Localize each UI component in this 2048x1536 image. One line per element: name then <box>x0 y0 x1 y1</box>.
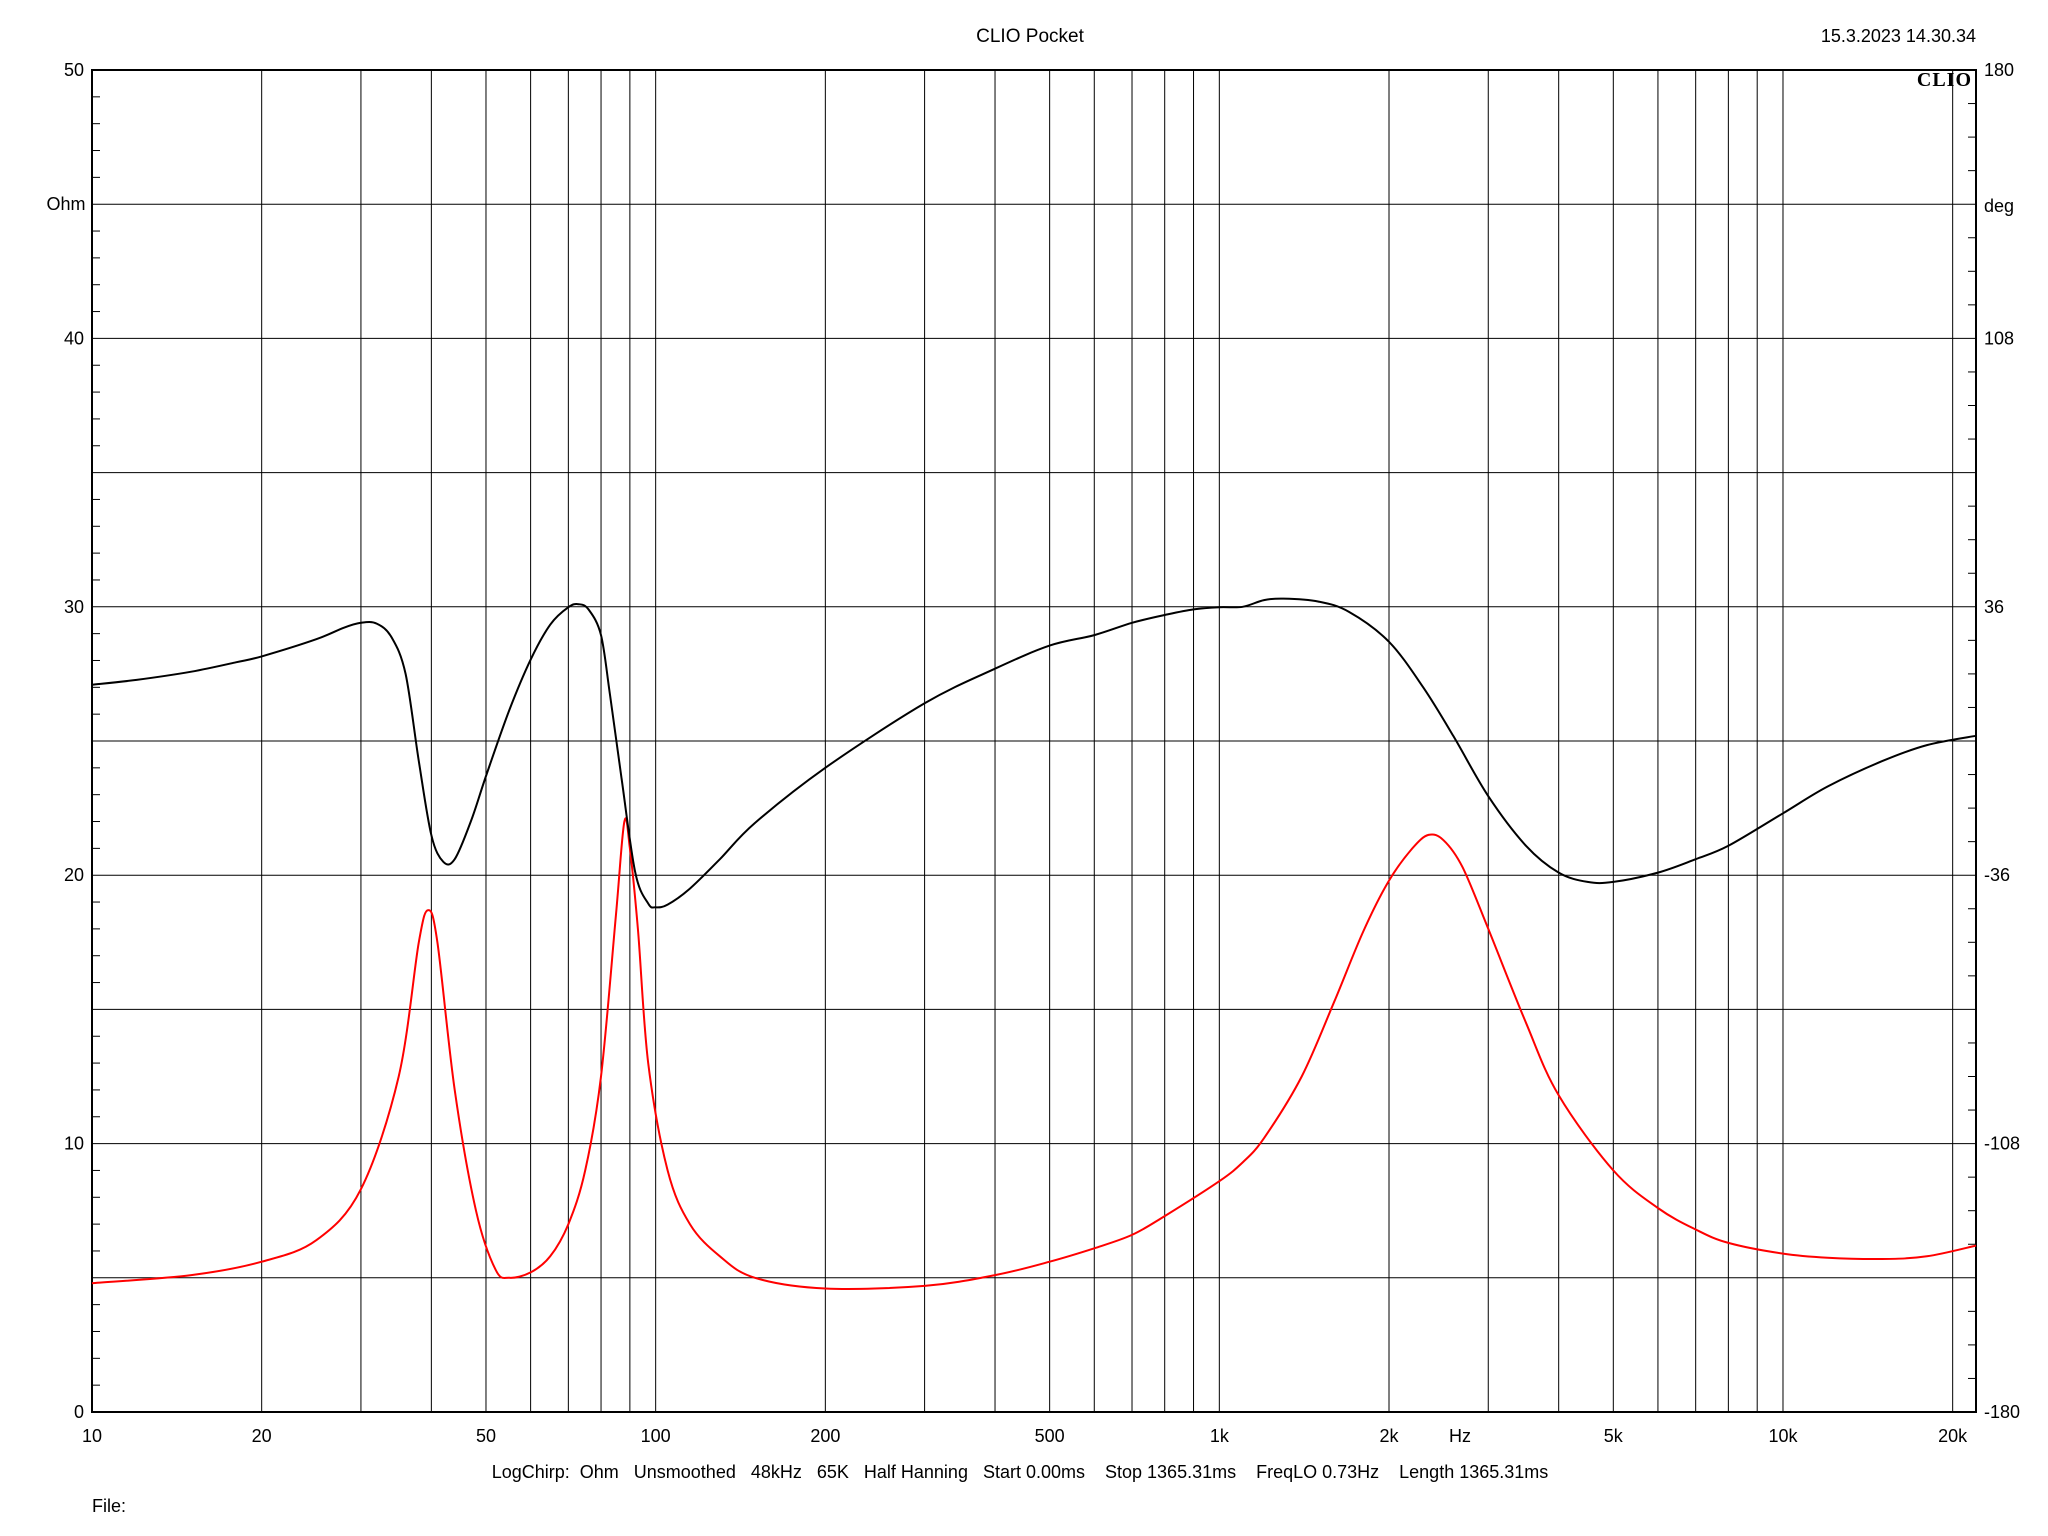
right-y-tick-labels: -180 -108 -36 36 108 180 <box>1984 60 2020 1422</box>
x-tick-label: 5k <box>1604 1426 1624 1446</box>
clio-logo: CLIO <box>1917 69 1972 91</box>
measurement-settings: LogChirp: Ohm Unsmoothed 48kHz 65K Half … <box>492 1462 1549 1482</box>
right-y-tick-label: -180 <box>1984 1402 2020 1422</box>
timestamp: 15.3.2023 14.30.34 <box>1821 26 1976 46</box>
left-y-tick-label: 0 <box>74 1402 84 1422</box>
x-tick-label: 20 <box>252 1426 272 1446</box>
chart-title: CLIO Pocket <box>976 26 1084 47</box>
x-tick-label: 10k <box>1768 1426 1798 1446</box>
right-y-tick-label: 180 <box>1984 60 2014 80</box>
x-tick-label: 50 <box>476 1426 496 1446</box>
right-y-tick-label: -108 <box>1984 1134 2020 1154</box>
left-y-tick-labels: 0 10 20 30 40 50 <box>64 60 84 1422</box>
right-y-axis-unit: deg <box>1984 196 2014 216</box>
left-y-tick-label: 30 <box>64 597 84 617</box>
x-tick-label: 1k <box>1210 1426 1230 1446</box>
impedance-curve <box>91 817 1977 1290</box>
right-y-tick-label: 36 <box>1984 597 2004 617</box>
left-y-tick-label: 20 <box>64 865 84 885</box>
phase-curve <box>91 597 1977 909</box>
x-axis-unit: Hz <box>1449 1426 1471 1446</box>
x-tick-label: 10 <box>82 1426 102 1446</box>
left-y-tick-label: 50 <box>64 60 84 80</box>
left-y-axis-unit: Ohm <box>46 194 85 214</box>
right-y-tick-label: -36 <box>1984 865 2010 885</box>
x-tick-label: 20k <box>1938 1426 1968 1446</box>
series-lines <box>91 597 1977 1290</box>
x-tick-label: 200 <box>810 1426 840 1446</box>
x-tick-label: 2k <box>1379 1426 1399 1446</box>
x-tick-labels: 10 20 50 100 200 500 1k 2k 5k 10k 20k <box>82 1426 1968 1446</box>
left-y-tick-label: 10 <box>64 1134 84 1154</box>
x-tick-label: 100 <box>641 1426 671 1446</box>
x-tick-label: 500 <box>1035 1426 1065 1446</box>
left-y-tick-label: 40 <box>64 328 84 348</box>
grid <box>92 70 1976 1412</box>
minor-ticks <box>92 96 1976 1386</box>
file-label: File: <box>92 1496 126 1516</box>
right-y-tick-label: 108 <box>1984 328 2014 348</box>
